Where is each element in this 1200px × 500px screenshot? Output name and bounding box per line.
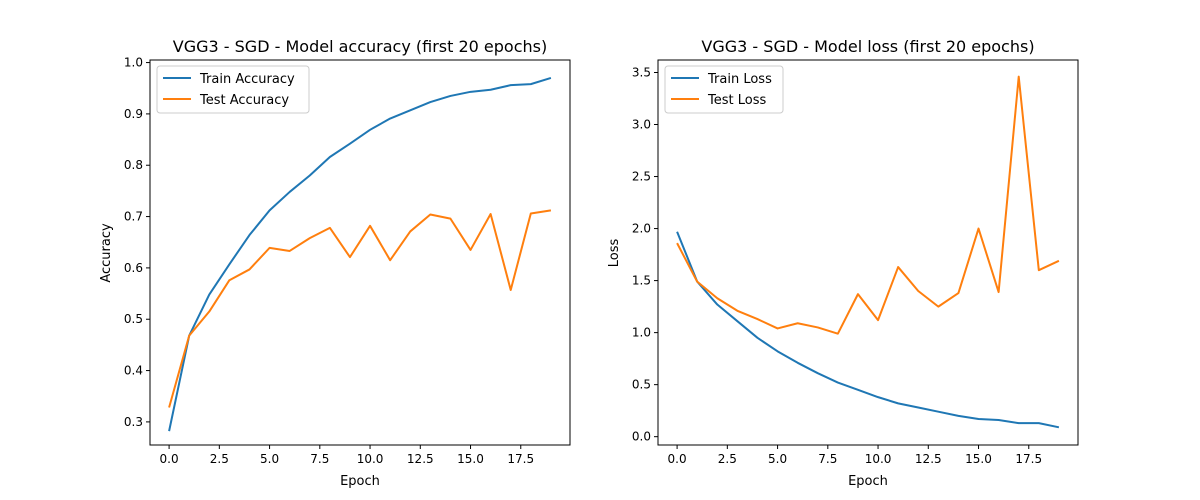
loss-x-axis-label: Epoch [848, 474, 888, 489]
loss-train-series-line [676, 231, 1060, 429]
loss-chart: VGG3 - SGD - Model loss (first 20 epochs… [607, 37, 1079, 489]
accuracy-ticks: 0.0 2.5 5.0 7.5 10.0 12.5 15.0 17.5 0.3 0.4 0.5 0.6… [124, 56, 534, 466]
loss-y-tick-label: 1.0 [632, 326, 651, 340]
accuracy-legend-train-label: Train Accuracy [199, 72, 295, 87]
accuracy-y-tick-label: 0.7 [124, 210, 143, 224]
loss-x-tick-label: 7.5 [818, 452, 837, 466]
accuracy-y-tick-label: 0.8 [124, 158, 143, 172]
accuracy-y-tick-label: 0.3 [124, 415, 143, 429]
loss-ticks: 0.0 2.5 5.0 7.5 10.0 12.5 15.0 17.5 0.0 0.5 1.0 1.5… [632, 65, 1042, 466]
accuracy-y-tick-label: 1.0 [124, 56, 143, 70]
loss-y-tick-label: 3.5 [632, 65, 651, 79]
accuracy-y-tick-label: 0.5 [124, 312, 143, 326]
accuracy-y-tick-label: 0.6 [124, 261, 143, 275]
loss-y-tick-label: 1.5 [632, 274, 651, 288]
accuracy-legend-test-label: Test Accuracy [199, 93, 289, 108]
accuracy-legend: Train Accuracy Test Accuracy [156, 65, 310, 114]
loss-x-tick-label: 2.5 [718, 452, 737, 466]
accuracy-x-tick-label: 2.5 [210, 452, 229, 466]
accuracy-train-series-line [168, 77, 552, 432]
accuracy-y-axis-label: Accuracy [99, 223, 114, 283]
loss-x-tick-label: 5.0 [768, 452, 787, 466]
accuracy-x-tick-label: 10.0 [357, 452, 384, 466]
loss-y-tick-label: 0.0 [632, 430, 651, 444]
loss-test-series-line [676, 75, 1060, 335]
accuracy-series-lines [168, 77, 552, 432]
loss-series-lines [676, 75, 1060, 429]
accuracy-x-tick-label: 5.0 [260, 452, 279, 466]
loss-plot-frame [657, 59, 1079, 446]
accuracy-chart-title: VGG3 - SGD - Model accuracy (first 20 ep… [173, 37, 547, 56]
loss-x-tick-label: 0.0 [668, 452, 687, 466]
loss-legend-train-label: Train Loss [707, 72, 772, 87]
accuracy-y-tick-label: 0.9 [124, 107, 143, 121]
loss-y-tick-label: 0.5 [632, 378, 651, 392]
accuracy-x-tick-label: 0.0 [160, 452, 179, 466]
accuracy-x-axis-label: Epoch [340, 474, 380, 489]
loss-y-tick-label: 3.0 [632, 118, 651, 132]
accuracy-x-tick-label: 12.5 [407, 452, 434, 466]
accuracy-test-series-line [168, 209, 552, 408]
accuracy-y-tick-label: 0.4 [124, 364, 143, 378]
loss-x-tick-label: 17.5 [1015, 452, 1042, 466]
loss-y-tick-label: 2.0 [632, 222, 651, 236]
loss-y-tick-label: 2.5 [632, 170, 651, 184]
loss-x-tick-label: 12.5 [915, 452, 942, 466]
loss-x-tick-label: 15.0 [965, 452, 992, 466]
accuracy-x-tick-label: 7.5 [310, 452, 329, 466]
loss-legend: Train Loss Test Loss [664, 65, 784, 114]
accuracy-x-tick-label: 15.0 [457, 452, 484, 466]
loss-y-axis-label: Loss [607, 239, 622, 268]
loss-legend-test-label: Test Loss [707, 93, 766, 108]
loss-chart-title: VGG3 - SGD - Model loss (first 20 epochs… [701, 37, 1034, 56]
accuracy-chart: VGG3 - SGD - Model accuracy (first 20 ep… [99, 37, 571, 489]
accuracy-plot-frame [149, 59, 571, 446]
accuracy-x-tick-label: 17.5 [507, 452, 534, 466]
accuracy-legend-box [156, 65, 310, 114]
loss-x-tick-label: 10.0 [865, 452, 892, 466]
